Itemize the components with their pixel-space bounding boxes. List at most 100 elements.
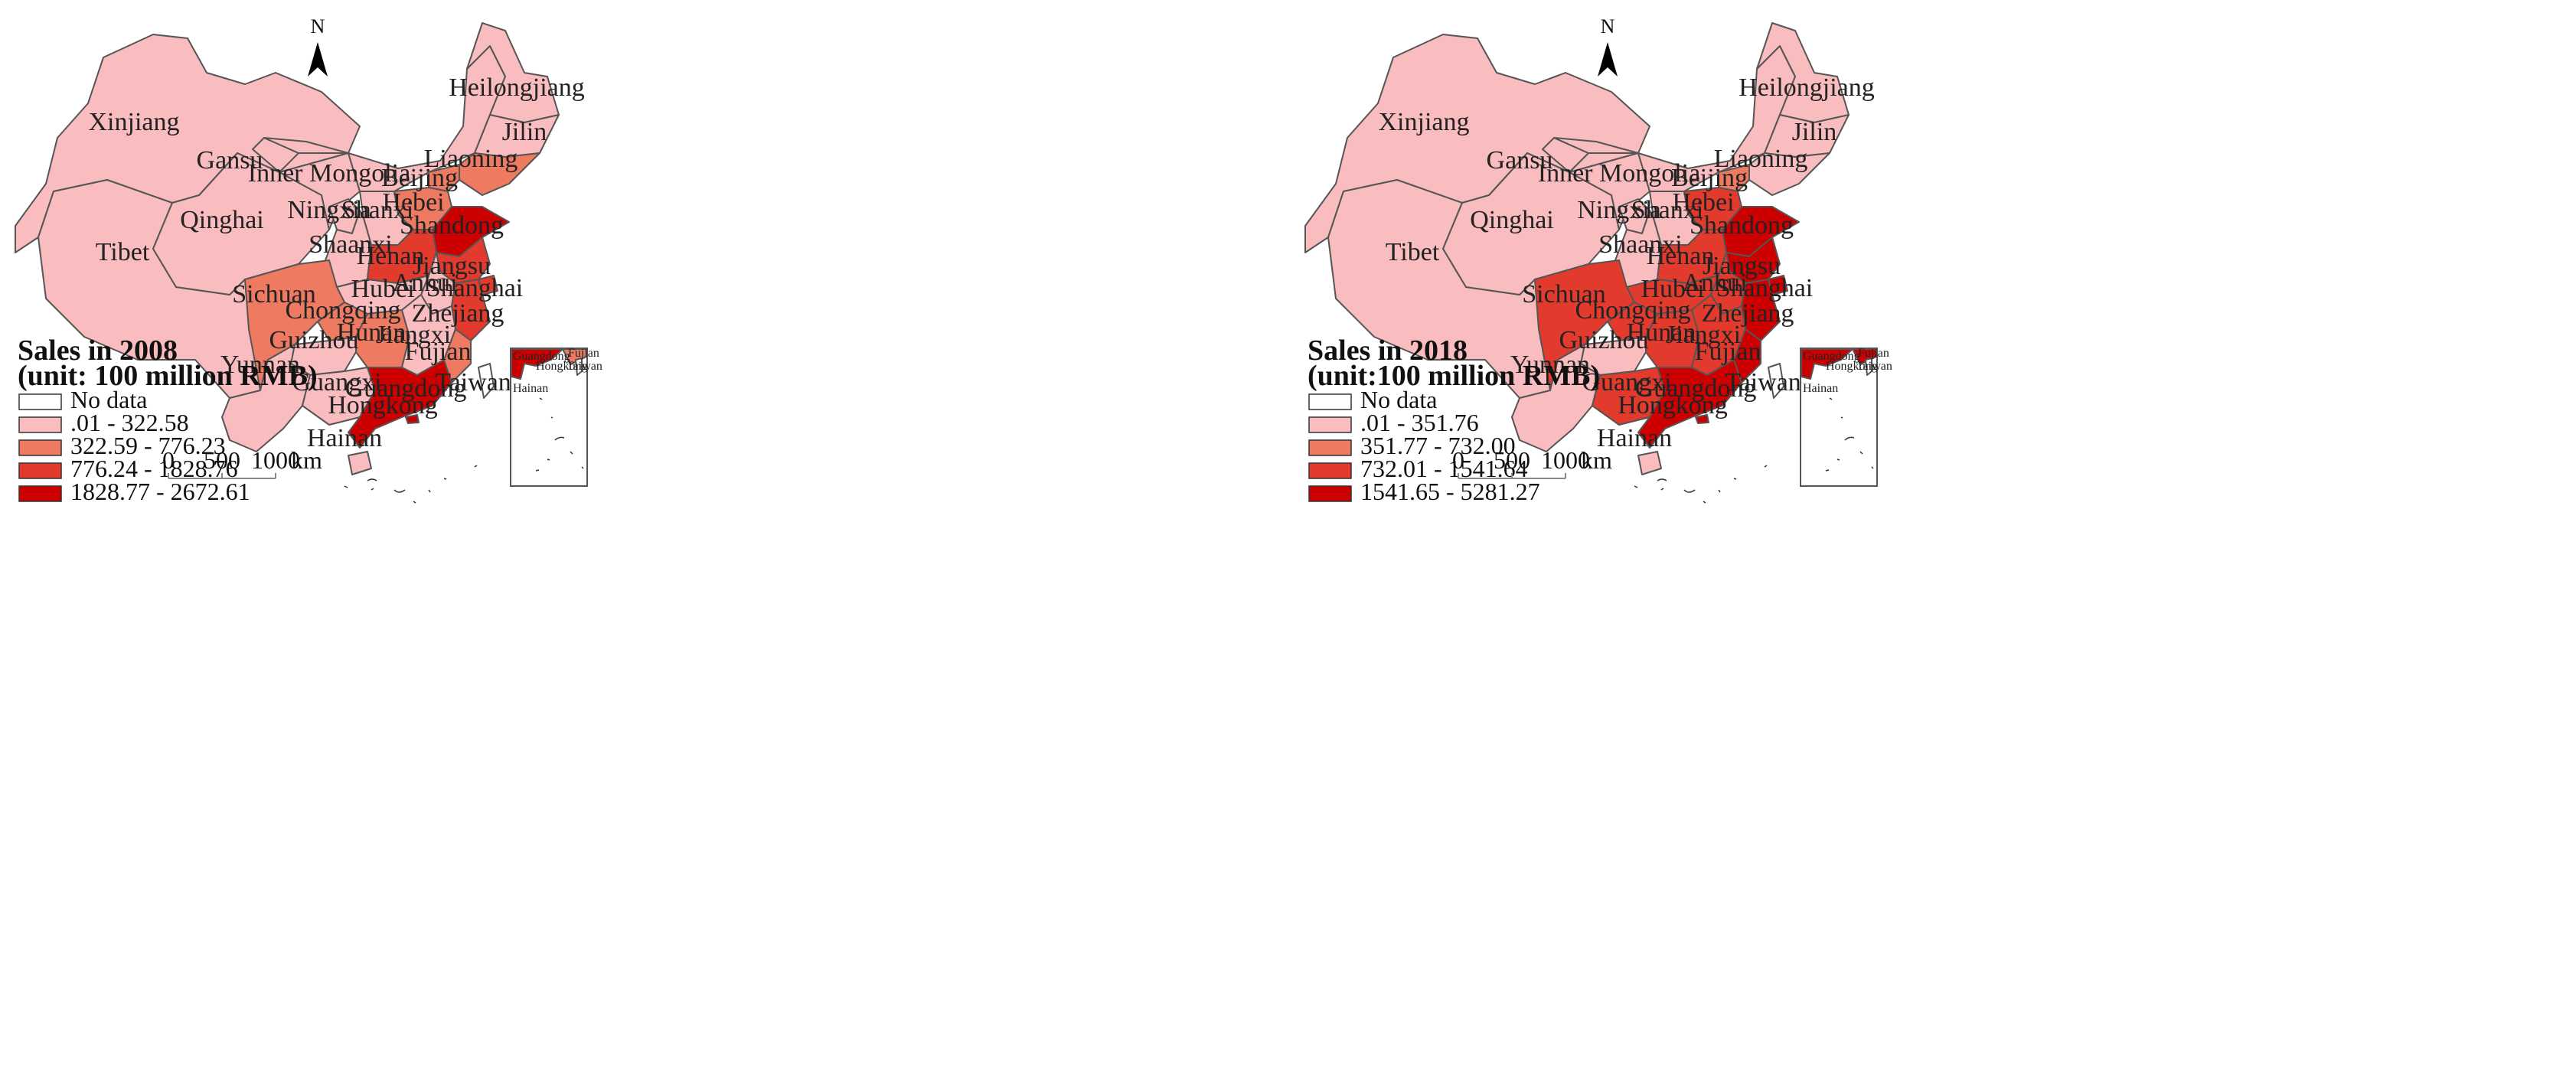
province-label-guangdong: Guangdong [1635, 374, 1757, 403]
province-hainan [348, 451, 372, 475]
inset-label-hainan: Hainan [513, 382, 548, 395]
province-label-hongkong: Hongkong [328, 391, 438, 419]
province-label-liaoning: Liaoning [424, 145, 518, 173]
province-hainan [1637, 451, 1662, 475]
province-label-fujian: Fujian [1695, 338, 1761, 366]
province-label-jiangsu: Jiangsu [413, 252, 491, 280]
province-label-jiangsu: Jiangsu [1703, 252, 1781, 280]
province-label-taiwan: Taiwan [1725, 368, 1801, 397]
province-hongkong [1695, 414, 1709, 424]
province-label-jilin: Jilin [502, 118, 547, 146]
scale-bar: 0 500 1000 km [1452, 446, 1612, 479]
province-label-shanghai: Shanghai [1716, 274, 1814, 302]
province-label-xinjiang: Xinjiang [89, 108, 180, 136]
province-taiwan [1768, 363, 1784, 399]
province-label-qinghai: Qinghai [1470, 206, 1554, 234]
province-label-shandong: Shandong [1690, 211, 1794, 240]
scale-tick-2: 1000 [1541, 446, 1590, 474]
province-label-hunan: Hunan [337, 318, 406, 347]
province-label-gansu: Gansu [197, 146, 263, 175]
province-shapes [15, 22, 560, 475]
province-label-hainan: Hainan [1597, 424, 1672, 452]
legend: Sales in 2018 (unit:100 million RMB) No … [1308, 335, 1600, 505]
province-label-hubei: Hubei [351, 275, 414, 303]
legend-label-4: 1828.77 - 2672.61 [70, 478, 250, 505]
province-beijing [1718, 164, 1750, 192]
province-label-ningxia: Ningxia [1577, 196, 1661, 224]
inset-label-fujian: Fujian [1858, 347, 1889, 360]
legend-swatch-1 [18, 416, 62, 433]
legend-swatch-1 [1308, 416, 1352, 433]
province-label-guangxi: Guangxi [292, 368, 381, 397]
scale-bar: 0 500 1000 km [162, 446, 322, 479]
map-panel-2008: Xinjiang Tibet Qinghai Gansu Inner Mongolia H… [0, 0, 1286, 1090]
province-label-guangdong: Guangdong [345, 374, 467, 403]
scale-tick-2: 1000 [251, 446, 300, 474]
province-label-hainan: Hainan [307, 424, 382, 452]
legend-label-0: No data [70, 386, 147, 413]
province-label-heilongjiang: Heilongjiang [449, 73, 585, 102]
province-label-shanghai: Shanghai [426, 274, 524, 302]
south-china-sea-inset: Guangdong Hongkong Fujian Taiwan Hainan [1800, 347, 1892, 487]
north-label: N [311, 15, 325, 38]
inset-label-guangdong: Guangdong [513, 350, 570, 363]
legend-label-1: .01 - 322.58 [70, 409, 189, 436]
inset-guangdong [1801, 348, 1853, 380]
province-label-hebei: Hebei [382, 188, 444, 217]
province-label-tibet: Tibet [96, 238, 150, 266]
province-label-zhejiang: Zhejiang [412, 299, 504, 328]
province-label-anhui: Anhui [393, 269, 458, 297]
province-label-zhejiang: Zhejiang [1702, 299, 1794, 328]
province-label-shandong: Shandong [400, 211, 504, 240]
inset-taiwan [1865, 357, 1872, 376]
province-label-guangxi: Guangxi [1582, 368, 1671, 397]
south-sea-islands [1634, 465, 1768, 504]
scale-tick-0: 0 [1452, 446, 1464, 474]
province-hongkong [405, 414, 420, 424]
province-label-hubei: Hubei [1641, 275, 1704, 303]
inset-label-fujian: Fujian [568, 347, 599, 360]
scale-tick-1: 500 [1494, 446, 1530, 474]
legend-swatch-3 [18, 462, 62, 479]
province-label-yunnan: Yunnan [1510, 351, 1590, 379]
north-arrow: N [308, 15, 328, 77]
legend-label-2: 351.77 - 732.00 [1360, 432, 1516, 459]
province-label-henan: Henan [1647, 242, 1715, 270]
province-label-chongqing: Chongqing [1575, 296, 1690, 325]
province-label-guizhou: Guizhou [269, 326, 358, 354]
province-label-guizhou: Guizhou [1559, 326, 1648, 354]
legend-title-line1: Sales in 2018 [1308, 335, 1468, 367]
province-label-yunnan: Yunnan [220, 351, 300, 379]
legend-swatch-0 [18, 393, 62, 410]
map-panel-2018: Xinjiang Tibet Qinghai Gansu Inner Mongolia H… [1290, 0, 2576, 1090]
province-label-xinjiang: Xinjiang [1379, 108, 1470, 136]
inset-label-hongkong: Hongkong [536, 360, 588, 373]
legend-title-line2: (unit: 100 million RMB) [18, 360, 318, 392]
legend-swatch-4 [18, 485, 62, 502]
scale-unit: km [291, 446, 322, 474]
legend-label-2: 322.59 - 776.23 [70, 432, 226, 459]
province-label-heilongjiang: Heilongjiang [1739, 73, 1875, 102]
province-label-hunan: Hunan [1627, 318, 1696, 347]
south-sea-islands [344, 465, 478, 504]
province-label-sichuan: Sichuan [232, 280, 316, 308]
province-label-shaanxi: Shaanxi [309, 230, 393, 259]
province-label-gansu: Gansu [1487, 146, 1553, 175]
province-label-jilin: Jilin [1792, 118, 1837, 146]
inset-fujian [562, 348, 587, 365]
south-china-sea-inset: Guangdong Hongkong Fujian Taiwan Hainan [510, 347, 602, 487]
province-label-liaoning: Liaoning [1714, 145, 1808, 173]
province-fujian [1733, 328, 1761, 383]
province-beijing [428, 164, 460, 192]
province-label-jiangxi: Jiangxi [1666, 321, 1741, 349]
inset-label-hainan: Hainan [1803, 382, 1838, 395]
province-label-shanxi: Shanxi [341, 196, 413, 224]
inset-guangdong [511, 348, 563, 380]
legend-swatch-4 [1308, 485, 1352, 502]
inset-taiwan [575, 357, 583, 376]
inset-label-hongkong: Hongkong [1826, 360, 1878, 373]
